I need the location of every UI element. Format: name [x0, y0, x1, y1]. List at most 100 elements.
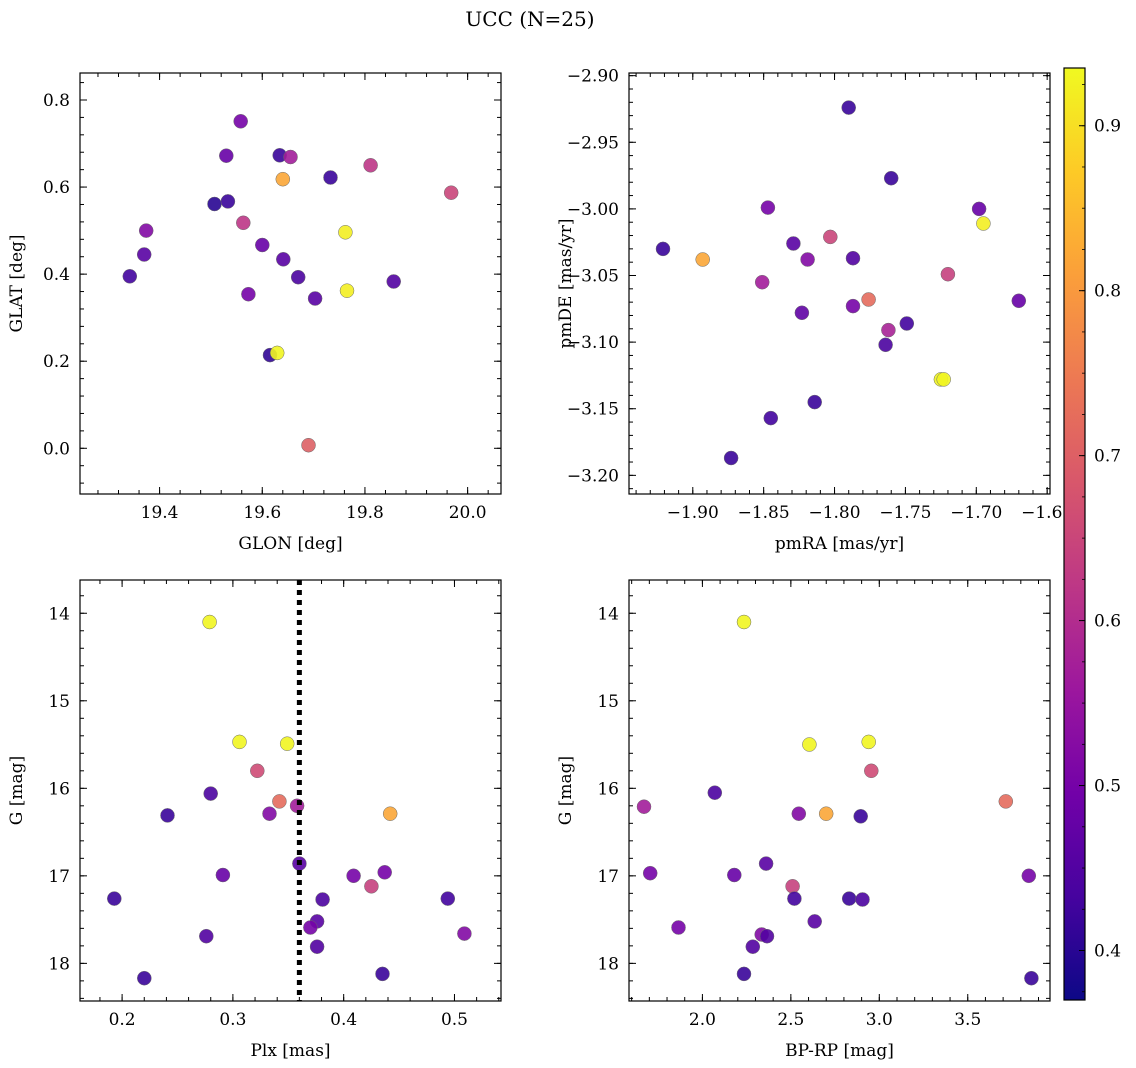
panel-cmd: 2.0 2.5 3.0 3.5 14 15 16 17 18 BP-RP [mag] G [mag]: [556, 579, 1051, 1061]
data-point: [878, 337, 893, 353]
x-tick-label: 3.5: [954, 1010, 981, 1030]
panel-plx-g: 0.2 0.3 0.4 0.5 14 15 16 17 18 Plx [mas] G [mag]: [7, 579, 502, 1061]
data-point: [220, 194, 236, 209]
data-point: [636, 799, 652, 814]
x-tick-label: 2.5: [777, 1010, 804, 1030]
data-point: [861, 292, 876, 307]
data-point: [339, 283, 355, 298]
data-point: [107, 891, 122, 906]
data-point: [202, 614, 217, 630]
y-tick-label: 17: [48, 867, 70, 887]
colorbar-tick-label: 0.6: [1094, 612, 1121, 632]
scatter-points: [122, 114, 459, 453]
data-point: [250, 763, 265, 779]
data-point: [787, 891, 802, 906]
data-point: [138, 223, 154, 238]
x-tick-label: −1.70: [950, 503, 1002, 523]
data-point: [845, 250, 861, 266]
data-point: [1021, 868, 1037, 884]
data-point: [723, 450, 739, 466]
data-point: [707, 785, 723, 800]
x-tick-label: −1.80: [808, 503, 860, 523]
data-point: [899, 316, 915, 331]
data-point: [269, 345, 285, 361]
data-point: [386, 274, 401, 289]
y-tick-label: −3.15: [567, 400, 619, 420]
data-point: [1024, 970, 1039, 986]
y-tick-label: 15: [597, 692, 619, 712]
data-point: [971, 201, 987, 217]
data-point: [307, 291, 323, 306]
data-point: [457, 926, 472, 941]
data-point: [758, 856, 774, 871]
y-tick-label: 15: [48, 692, 70, 712]
y-tick-label: 14: [597, 604, 619, 624]
data-point: [232, 734, 247, 750]
data-point: [695, 252, 710, 267]
colorbar: 0.4 0.5 0.6 0.7 0.8 0.9: [1063, 67, 1121, 1001]
y-tick-label: 0.2: [43, 352, 70, 372]
ticks: [80, 580, 501, 1001]
data-point: [940, 266, 956, 282]
data-point: [262, 806, 277, 821]
data-point: [785, 879, 800, 894]
colorbar-tick-label: 0.4: [1094, 942, 1121, 962]
data-point: [301, 437, 316, 453]
data-point: [241, 286, 256, 302]
data-point: [276, 252, 291, 267]
data-point: [655, 241, 671, 257]
data-point: [845, 298, 861, 314]
y-tick-label: −3.20: [567, 466, 619, 486]
figure-title: UCC (N=25): [465, 7, 594, 31]
x-tick-label: 0.2: [109, 1010, 136, 1030]
x-tick-label: 2.0: [689, 1010, 716, 1030]
scatter-points: [107, 614, 472, 986]
data-point: [122, 269, 138, 284]
data-point: [290, 269, 306, 285]
data-point: [440, 891, 456, 906]
data-point: [745, 939, 761, 954]
data-point: [754, 274, 770, 290]
data-point: [760, 200, 776, 215]
colorbar-tick-label: 0.5: [1094, 777, 1121, 797]
data-point: [346, 868, 361, 884]
ticks: [629, 580, 1050, 1001]
data-point: [855, 892, 870, 907]
data-point: [233, 114, 248, 129]
colorbar-tick-label: 0.8: [1094, 282, 1121, 302]
data-point: [800, 252, 815, 267]
axes-frame: [628, 72, 1051, 495]
x-tick-label: −1.65: [1021, 503, 1073, 523]
data-point: [236, 215, 251, 231]
data-point: [642, 865, 658, 881]
x-tick-label: 3.0: [866, 1010, 893, 1030]
data-point: [275, 171, 291, 187]
data-point: [443, 185, 459, 200]
ticks: [629, 73, 1050, 494]
data-point: [375, 966, 390, 982]
x-axis-label: BP-RP [mag]: [785, 1041, 894, 1061]
data-point: [976, 216, 991, 231]
data-point: [727, 867, 742, 883]
y-axis-label: G [mag]: [556, 756, 576, 825]
y-tick-label: 0.0: [43, 439, 70, 459]
y-tick-label: 0.8: [43, 91, 70, 111]
data-point: [861, 734, 876, 750]
data-point: [338, 225, 353, 240]
data-point: [203, 786, 218, 801]
y-tick-label: 16: [48, 779, 70, 799]
data-point: [255, 237, 270, 253]
x-tick-label: −1.90: [667, 503, 719, 523]
y-tick-label: −3.10: [567, 333, 619, 353]
y-tick-label: −2.95: [567, 133, 619, 153]
data-point: [199, 928, 214, 944]
data-point: [807, 914, 822, 929]
y-tick-label: 0.6: [43, 178, 70, 198]
data-point: [736, 966, 752, 982]
x-tick-label: 19.8: [346, 503, 384, 523]
x-tick-label: 0.5: [441, 1010, 468, 1030]
data-point: [807, 394, 822, 410]
data-point: [315, 892, 330, 907]
y-axis-label: pmDE [mas/yr]: [556, 218, 576, 348]
